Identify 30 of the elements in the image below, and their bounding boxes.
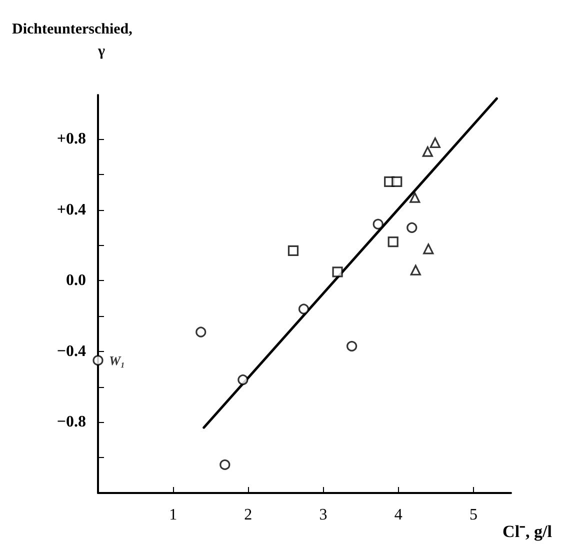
point (388, 236, 398, 248)
point (92, 355, 104, 366)
y-tick-label: +0.8 (56, 130, 86, 148)
y-tick-label: −0.8 (56, 414, 86, 431)
y-tick-label: 0.0 (66, 272, 86, 290)
x-tick-label: 4 (394, 506, 402, 524)
point (332, 266, 343, 278)
point (238, 374, 248, 386)
point (346, 340, 358, 352)
x-tick-label: 1 (169, 506, 178, 524)
point (392, 176, 402, 187)
x-tick-label: 3 (319, 506, 328, 524)
x-axis-title: Cl⁻, g/l (502, 522, 552, 541)
y-tick-label: +0.4 (56, 201, 86, 218)
y-tick-label: −0.4 (56, 342, 86, 360)
annotation: W₁ (109, 352, 126, 368)
point (410, 192, 420, 203)
point (406, 222, 418, 233)
point (372, 218, 384, 230)
point (196, 326, 206, 338)
point (220, 459, 230, 470)
point (298, 304, 310, 314)
point (430, 137, 440, 148)
point (410, 264, 421, 276)
point (422, 146, 433, 157)
point (423, 244, 434, 254)
point (288, 245, 299, 256)
y-axis-title: Dichteunterschied, γ (12, 22, 133, 60)
x-tick-label: 2 (244, 506, 252, 524)
x-tick-label: 5 (469, 506, 478, 524)
